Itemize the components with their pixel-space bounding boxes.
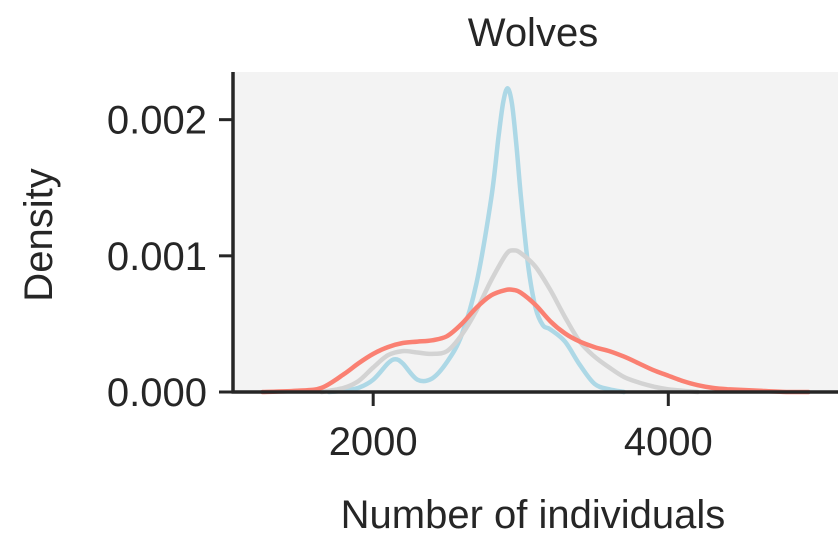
x-axis-label: Number of individuals xyxy=(341,493,726,534)
x-tick-label: 4000 xyxy=(624,420,713,464)
y-tick-label: 0.002 xyxy=(107,99,207,143)
axis-layer: 0.000 0.001 0.002 2000 4000 xyxy=(107,72,838,464)
y-axis-label: Density xyxy=(17,168,61,301)
series-line-1 xyxy=(326,86,627,395)
series-line-2 xyxy=(319,248,701,395)
plot-background xyxy=(233,72,838,392)
series-layer xyxy=(260,86,811,395)
chart-title: Wolves xyxy=(468,11,598,55)
x-tick-label: 2000 xyxy=(329,420,418,464)
y-tick-label: 0.000 xyxy=(107,371,207,415)
series-line-3 xyxy=(260,287,811,395)
y-tick-label: 0.001 xyxy=(107,235,207,279)
